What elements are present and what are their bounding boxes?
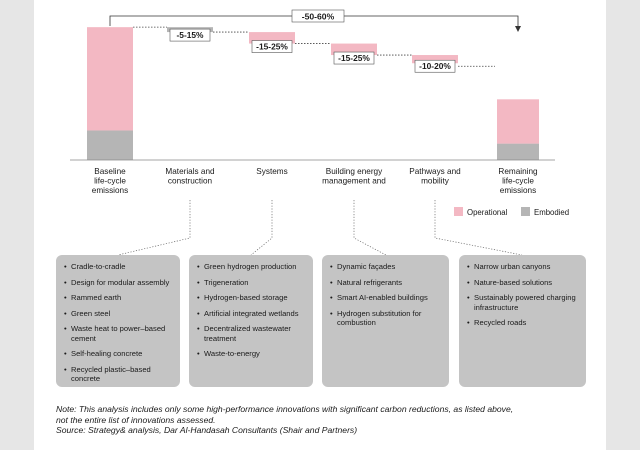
fan-connector-1 [117, 200, 191, 256]
legend-label-operational: Operational [467, 208, 508, 217]
legend-swatch-embodied [521, 207, 530, 216]
reduction-label: -10-20% [419, 61, 451, 71]
category-label-mobility: Pathways and mobility [409, 167, 461, 186]
innovation-box-systems: Green hydrogen production Trigeneration Hy… [189, 255, 313, 387]
note-line-1: Note: This analysis includes only some h… [56, 404, 514, 414]
innovation-item: Self-healing concrete [64, 349, 174, 359]
legend-swatch-operational [454, 207, 463, 216]
reduction-label-box [333, 51, 375, 65]
innovation-item: Design for modular assembly [64, 278, 174, 288]
bar-reduction-4 [412, 55, 458, 64]
bar-baseline-operational [87, 27, 133, 131]
bar-reduction-3 [331, 43, 377, 56]
reduction-label: -15-25% [256, 42, 288, 52]
innovation-item: Sustainably powered charging infrastruct… [467, 293, 580, 312]
bar-reduction-2 [249, 32, 295, 44]
category-label-remaining: Remaining life-cycle emissions [498, 167, 538, 195]
source-line: Source: Strategy& analysis, Dar Al-Handa… [56, 425, 358, 436]
footnote: Note: This analysis includes only some h… [56, 404, 586, 436]
innovation-box-mobility: Narrow urban canyons Nature-based solutio… [459, 255, 586, 387]
innovation-item: Rammed earth [64, 293, 174, 303]
bar-remaining-operational [497, 99, 539, 144]
note-line-2: not the entire list of innovations asses… [56, 414, 216, 425]
innovation-item: Nature-based solutions [467, 278, 580, 288]
reduction-label-box [169, 28, 211, 42]
reduction-label: -5-15% [177, 30, 205, 40]
innovation-item: Dynamic façades [330, 262, 443, 272]
innovation-item: Narrow urban canyons [467, 262, 580, 272]
innovation-item: Natural refrigerants [330, 278, 443, 288]
category-label-energy: Building energy management and [322, 167, 386, 186]
innovation-item: Cradle-to-cradle [64, 262, 174, 272]
bar-remaining-embodied [497, 143, 539, 160]
innovation-item: Decentralized wastewater treatment [197, 324, 307, 343]
innovation-box-materials: Cradle-to-cradle Design for modular assem… [56, 255, 180, 387]
innovation-item: Green steel [64, 309, 174, 319]
innovation-item: Green hydrogen production [197, 262, 307, 272]
fan-connector-3 [353, 200, 387, 256]
total-reduction-label: -50-60% [302, 12, 335, 22]
reduction-label-box [251, 40, 293, 53]
innovation-item: Recycled roads [467, 318, 580, 328]
innovation-box-energy-management: Dynamic façades Natural refrigerants Smart… [322, 255, 449, 387]
innovation-item: Hydrogen-based storage [197, 293, 307, 303]
bracket-arrowhead [515, 26, 521, 32]
total-reduction-box [291, 9, 345, 23]
fan-connector-2 [250, 200, 273, 256]
innovation-item: Hydrogen substitution for combustion [330, 309, 443, 328]
innovation-item: Trigeneration [197, 278, 307, 288]
innovation-item: Artificial integrated wetlands [197, 309, 307, 319]
category-label-materials: Materials and construction [165, 167, 215, 186]
category-label-systems: Systems [256, 167, 287, 176]
legend-label-embodied: Embodied [534, 208, 569, 217]
innovation-item: Waste-to-energy [197, 349, 307, 359]
innovation-item: Recycled plastic–based concrete [64, 365, 174, 384]
reduction-label-box [414, 59, 456, 73]
bar-baseline-embodied [87, 130, 133, 160]
reduction-label: -15-25% [338, 53, 370, 63]
innovation-item: Smart AI-enabled buildings [330, 293, 443, 303]
category-label-baseline: Baseline life-cycle emissions [92, 167, 128, 195]
innovation-item: Waste heat to power–based cement [64, 324, 174, 343]
